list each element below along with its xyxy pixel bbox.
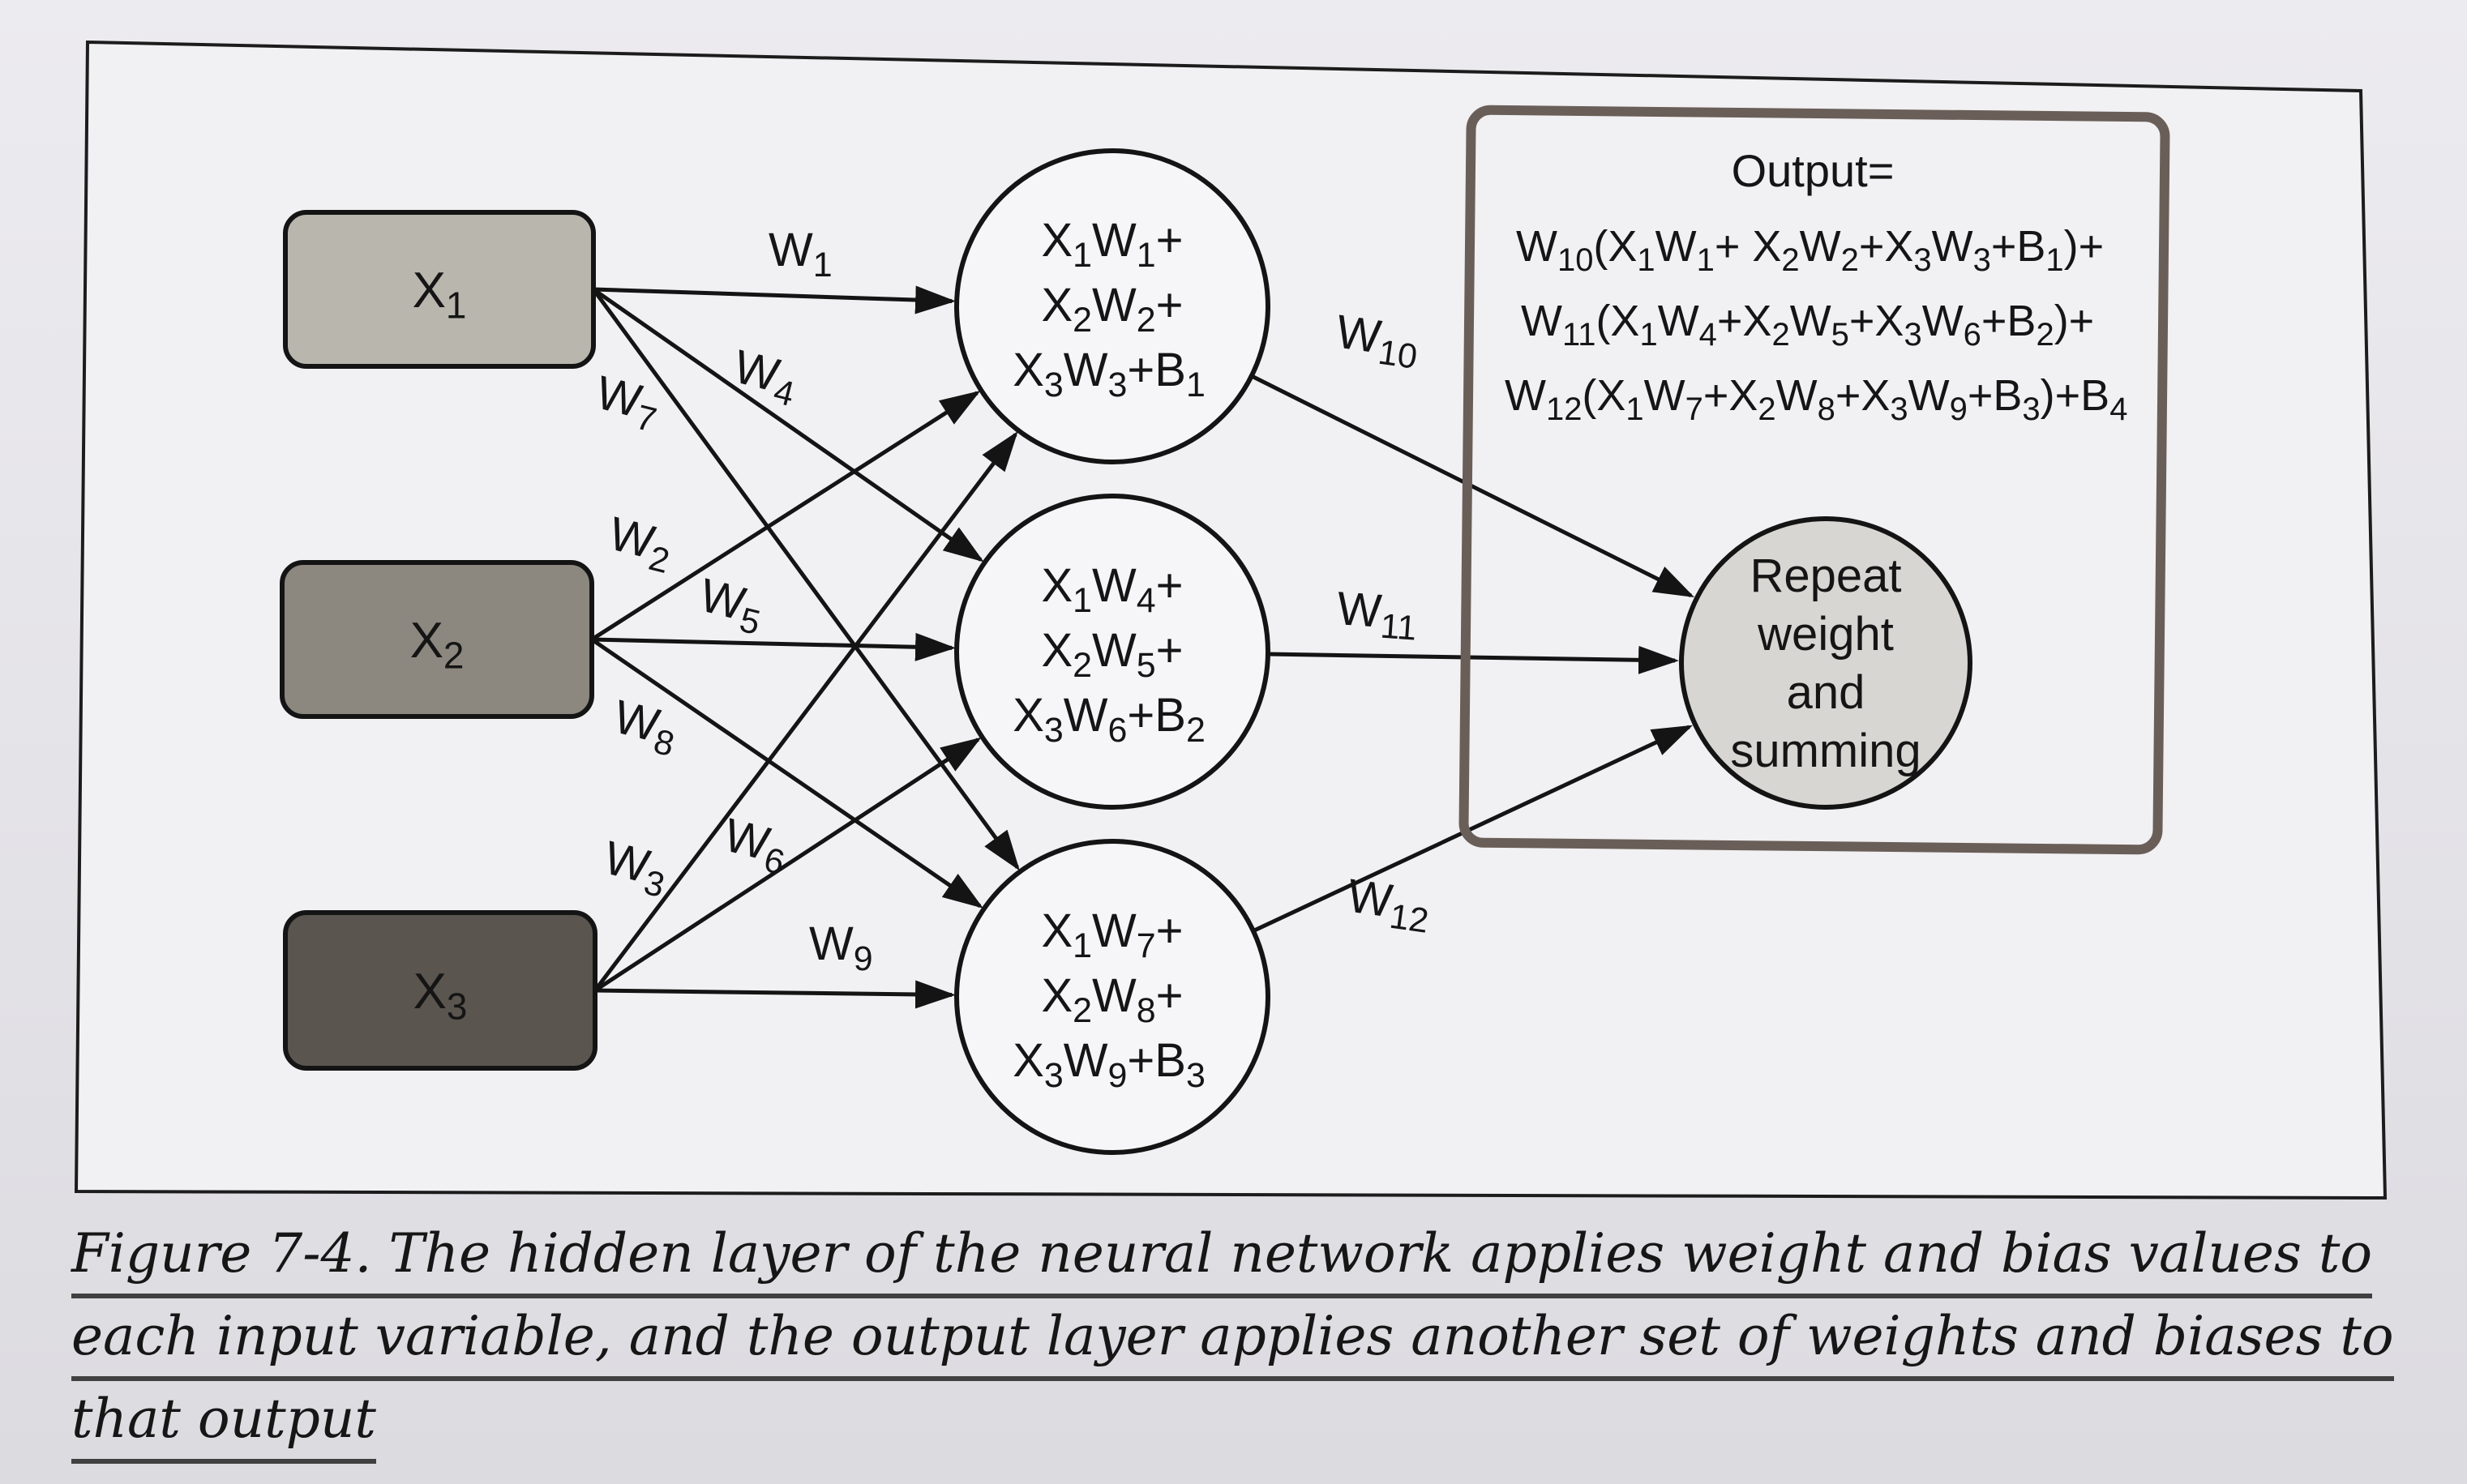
hidden-node-formula-line: X1​W7​+ [1041, 905, 1183, 965]
weight-label: W8​ [606, 691, 683, 765]
connection-arrow [1267, 645, 1680, 674]
hidden-node-formula-line: X2​W8​+ [1041, 969, 1183, 1030]
connection-arrow [593, 737, 982, 993]
weight-label: W9​ [809, 917, 873, 978]
output-box-frame [1458, 105, 2170, 855]
input-label: X2​ [410, 613, 465, 677]
hidden-node-formula-line: X3​W6​+B2​ [1013, 689, 1206, 750]
hidden-node-formula-line: X1​W4​+ [1041, 559, 1183, 620]
weight-label: W12​ [1343, 870, 1434, 941]
input-node: X3​ [283, 910, 597, 1071]
output-box: Output= W10​(X1​W1​+ X2​W2​+X3​W3​+B1​)+ W… [1458, 105, 2170, 855]
hidden-node-formula-line: X1​W1​+ [1041, 214, 1183, 275]
hidden-node-formula-line: X3​W3​+B1​ [1013, 344, 1206, 404]
output-node-label: weight [1757, 608, 1894, 661]
input-box [283, 210, 596, 369]
hidden-node-circle [954, 148, 1270, 464]
connection-arrow [1252, 725, 1694, 933]
input-label: X3​ [413, 964, 468, 1028]
hidden-node: X1​W7​+X2​W8​+X3​W9​+B3​ [954, 839, 1270, 1155]
output-formula-line: W12​(X1​W7​+X2​W8​+X3​W9​+B3​)+B4​ [1505, 371, 2127, 427]
hidden-node-formula-line: X2​W2​+ [1041, 279, 1183, 340]
connection-arrow [590, 637, 983, 909]
output-node-label: Repeat [1750, 550, 1901, 602]
connections [590, 285, 1695, 1009]
caption-line: each input variable, and the output laye… [71, 1298, 2394, 1381]
input-box [283, 910, 597, 1071]
hidden-node-formula-line: X3​W9​+B3​ [1013, 1034, 1206, 1095]
hidden-node: X1​W4​+X2​W5​+X3​W6​+B2​ [954, 494, 1270, 810]
nodes: X1​X2​X3​X1​W1​+X2​W2​+X3​W3​+B1​X1​W4​+… [280, 105, 2170, 1155]
output-node-label: and [1787, 666, 1865, 719]
weight-label: W1​ [769, 224, 833, 284]
output-node-circle [1679, 516, 1972, 810]
hidden-node-circle [954, 494, 1270, 810]
output-node-label: summing [1730, 725, 1921, 777]
neural-network-diagram: X1​X2​X3​X1​W1​+X2​W2​+X3​W3​+B1​X1​W4​+… [74, 40, 2388, 1200]
input-box [280, 560, 594, 719]
input-node: X1​ [283, 210, 596, 369]
connection-arrow [590, 391, 981, 642]
connection-arrow [593, 430, 1018, 992]
connection-arrow [593, 285, 957, 314]
output-title: Output= [1732, 145, 1895, 196]
hidden-node: X1​W1​+X2​W2​+X3​W3​+B1​ [954, 148, 1270, 464]
weight-labels: W1​W4​W7​W2​W5​W8​W3​W6​W9​W10​W11​W12​ [591, 224, 1434, 978]
figure-caption: Figure 7-4. The hidden layer of the neur… [71, 1216, 2394, 1464]
output-formula-line: W10​(X1​W1​+ X2​W2​+X3​W3​+B1​)+ [1516, 222, 2104, 278]
output-formula-line: W11​(X1​W4​+X2​W5​+X3​W6​+B2​)+ [1521, 297, 2094, 353]
hidden-node-circle [954, 839, 1270, 1155]
connection-arrow [591, 632, 957, 661]
caption-line: Figure 7-4. The hidden layer of the neur… [71, 1216, 2373, 1298]
input-node: X2​ [280, 560, 594, 719]
input-label: X1​ [413, 263, 467, 327]
connection-arrow [594, 980, 957, 1009]
connection-arrow [592, 287, 984, 562]
weight-label: W11​ [1334, 582, 1419, 648]
caption-line: that output [71, 1381, 376, 1464]
hidden-node-formula-line: X2​W5​+ [1041, 624, 1183, 685]
